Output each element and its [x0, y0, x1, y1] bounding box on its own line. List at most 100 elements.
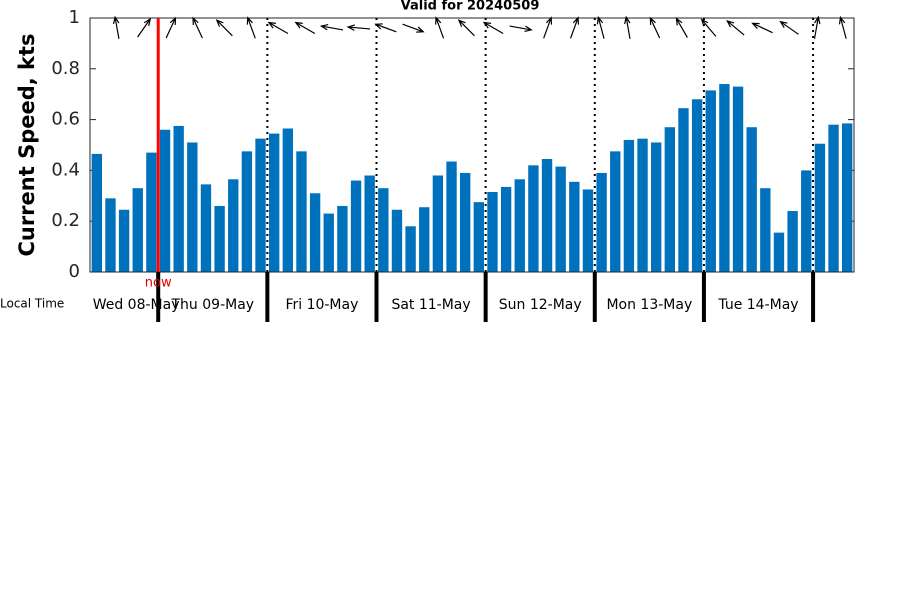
day-label: Mon 13-May	[606, 297, 692, 313]
direction-arrow	[294, 21, 316, 35]
direction-arrow	[267, 21, 289, 35]
direction-arrow	[649, 16, 661, 39]
day-label: Sun 12-May	[499, 297, 582, 313]
bar	[650, 142, 662, 272]
direction-arrow	[726, 19, 745, 36]
bar	[610, 151, 621, 272]
y-axis-label: Current Speed, kts	[15, 33, 39, 256]
direction-arrow	[509, 25, 533, 33]
direction-arrow	[192, 16, 203, 39]
direction-arrow	[482, 21, 504, 35]
direction-arrow	[457, 19, 475, 37]
y-tick-label: 0.2	[51, 210, 80, 231]
bar	[214, 205, 225, 272]
bar	[91, 153, 103, 272]
bar	[228, 179, 239, 272]
direction-arrow	[543, 16, 553, 39]
bar	[719, 84, 730, 272]
bar	[814, 143, 826, 272]
direction-arrow	[813, 15, 821, 39]
bar	[350, 180, 362, 272]
bar	[323, 213, 334, 272]
bar	[187, 142, 198, 272]
direction-arrow	[402, 23, 425, 33]
bar	[528, 165, 539, 272]
y-tick-label: 0.8	[51, 58, 80, 79]
x-axis-label: Local Time	[0, 297, 64, 311]
day-label: Sat 11-May	[391, 297, 470, 313]
bar	[337, 205, 348, 272]
bar	[268, 133, 280, 272]
bar	[801, 170, 812, 272]
bar	[514, 179, 525, 272]
bar	[200, 184, 212, 272]
bar	[705, 90, 716, 272]
day-label: Tue 14-May	[717, 297, 798, 313]
direction-arrow	[596, 15, 605, 39]
bar	[760, 188, 771, 272]
bar	[787, 211, 798, 272]
bar	[378, 188, 389, 272]
direction-arrow	[165, 16, 177, 39]
bar	[841, 123, 853, 272]
bar	[746, 127, 757, 272]
direction-arrow	[624, 15, 631, 39]
bar	[637, 138, 648, 272]
direction-arrow	[751, 22, 773, 34]
bar	[773, 232, 785, 272]
bar	[569, 181, 580, 272]
bar	[500, 186, 512, 272]
direction-arrow	[112, 15, 120, 39]
bar	[241, 151, 253, 272]
direction-arrow	[675, 17, 688, 38]
y-tick-label: 0	[69, 261, 80, 282]
bar	[664, 127, 676, 272]
bar	[419, 207, 430, 272]
bar	[432, 175, 444, 272]
bar	[255, 138, 266, 272]
bar	[828, 124, 839, 273]
direction-arrow	[346, 24, 371, 31]
chart-title: Valid for 20240509	[401, 0, 540, 14]
direction-arrow	[779, 20, 799, 35]
bar	[296, 151, 307, 272]
now-label: now	[145, 276, 172, 291]
bar	[118, 209, 130, 272]
bar	[364, 175, 375, 272]
direction-arrow	[374, 23, 397, 33]
direction-arrow	[137, 17, 152, 38]
direction-arrow	[246, 16, 256, 39]
bar	[105, 198, 116, 272]
direction-arrow	[215, 19, 233, 37]
direction-arrow	[838, 15, 847, 39]
day-label: Wed 08-May	[93, 297, 180, 313]
direction-arrow	[319, 23, 344, 31]
bar	[446, 161, 457, 272]
bar	[391, 209, 403, 272]
bar	[405, 226, 416, 272]
direction-arrow	[700, 18, 717, 37]
direction-arrow	[569, 16, 580, 39]
bar	[173, 125, 184, 272]
bar	[732, 86, 744, 272]
day-label: Fri 10-May	[285, 297, 358, 313]
bar	[159, 129, 171, 272]
bar	[459, 172, 471, 272]
bar	[596, 172, 607, 272]
bar	[473, 202, 485, 272]
bar	[555, 166, 566, 272]
bar	[582, 189, 594, 272]
direction-arrow	[435, 16, 445, 39]
day-label: Thu 09-May	[171, 297, 255, 313]
bar	[691, 99, 703, 272]
bar	[678, 108, 689, 272]
bar	[541, 158, 553, 272]
y-tick-label: 0.6	[51, 109, 80, 130]
bar	[309, 193, 321, 272]
bar	[282, 128, 294, 272]
plot-frame	[89, 17, 855, 273]
bar	[487, 191, 498, 272]
y-tick-label: 0.4	[51, 159, 80, 180]
